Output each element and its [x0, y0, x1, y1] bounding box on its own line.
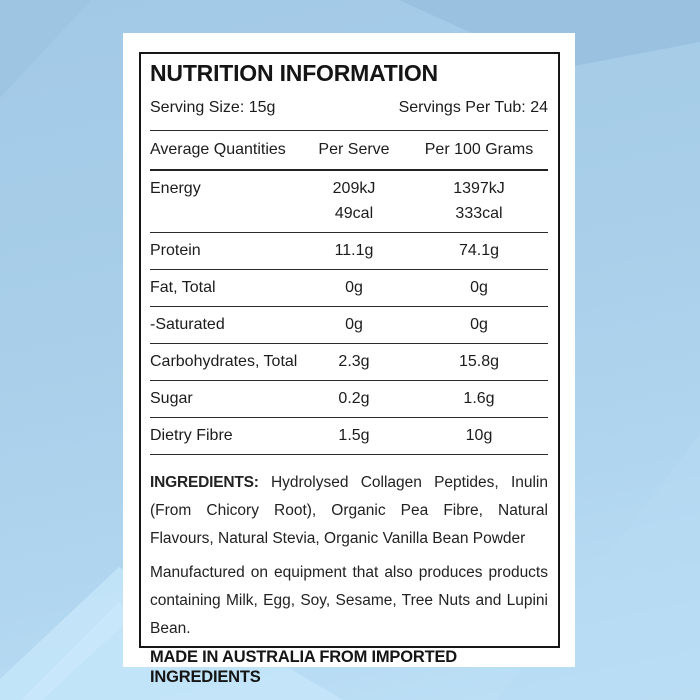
row-value-per-100g: 15.8g — [458, 353, 500, 370]
row-value-per-100g: 1397kJ 333cal — [410, 179, 548, 224]
row-value-per-100g: 1.6g — [463, 390, 495, 407]
serving-info-row: Serving Size: 15g Servings Per Tub: 24 — [150, 98, 548, 118]
row-label: Energy — [150, 180, 201, 197]
row-value-per-serve: 1.5g — [338, 427, 370, 444]
table-row-protein: Protein 11.1g 74.1g — [150, 233, 548, 270]
nutrition-label-card: NUTRITION INFORMATION Serving Size: 15g … — [123, 33, 575, 686]
row-label: -Saturated — [150, 316, 225, 333]
energy-kj-per-100g: 1397kJ — [453, 180, 505, 197]
ingredients-paragraph: INGREDIENTS: Hydrolysed Collagen Peptide… — [150, 469, 548, 553]
row-value-per-100g: 74.1g — [458, 242, 500, 259]
serving-size-text: Serving Size: 15g — [150, 99, 276, 116]
divider-top — [150, 130, 548, 131]
row-value-per-serve: 0g — [345, 279, 363, 296]
table-header-row: Average Quantities Per Serve Per 100 Gra… — [150, 131, 548, 171]
table-row-carbohydrates: Carbohydrates, Total 2.3g 15.8g — [150, 344, 548, 381]
row-label: Sugar — [150, 390, 193, 407]
row-label: Carbohydrates, Total — [150, 353, 298, 370]
origin-statement: MADE IN AUSTRALIA FROM IMPORTED INGREDIE… — [150, 648, 457, 686]
row-label: Protein — [150, 242, 201, 259]
table-row-saturated-fat: -Saturated 0g 0g — [150, 307, 548, 344]
energy-cal-per-100g: 333cal — [455, 205, 503, 222]
table-row-sugar: Sugar 0.2g 1.6g — [150, 381, 548, 418]
column-header-per-100-grams: Per 100 Grams — [424, 141, 534, 158]
row-label: Fat, Total — [150, 279, 216, 296]
table-row-fat-total: Fat, Total 0g 0g — [150, 270, 548, 307]
table-row-energy: Energy 209kJ 49cal 1397kJ 333cal — [150, 171, 548, 233]
row-value-per-serve: 0g — [345, 316, 363, 333]
row-value-per-serve: 2.3g — [338, 353, 370, 370]
column-header-average-quantities: Average Quantities — [150, 141, 286, 158]
energy-cal-per-serve: 49cal — [334, 205, 374, 222]
row-value-per-100g: 10g — [465, 427, 493, 444]
row-value-per-serve: 209kJ 49cal — [298, 179, 410, 224]
energy-kj-per-serve: 209kJ — [332, 180, 376, 197]
allergen-statement: Manufactured on equipment that also prod… — [150, 564, 548, 637]
row-value-per-100g: 0g — [470, 316, 488, 333]
servings-per-tub-text: Servings Per Tub: 24 — [398, 99, 548, 116]
ingredients-text: Hydrolysed Collagen Peptides, Inulin (Fr… — [150, 474, 548, 547]
table-row-dietary-fibre: Dietry Fibre 1.5g 10g — [150, 418, 548, 455]
ingredients-label: INGREDIENTS: — [150, 474, 259, 491]
row-value-per-100g: 0g — [470, 279, 488, 296]
nutrition-information-title: NUTRITION INFORMATION — [150, 60, 438, 86]
row-value-per-serve: 11.1g — [334, 242, 374, 259]
nutrition-label-border-box: NUTRITION INFORMATION Serving Size: 15g … — [139, 52, 560, 686]
row-value-per-serve: 0.2g — [338, 390, 370, 407]
row-label: Dietry Fibre — [150, 427, 233, 444]
column-header-per-serve: Per Serve — [318, 141, 390, 158]
